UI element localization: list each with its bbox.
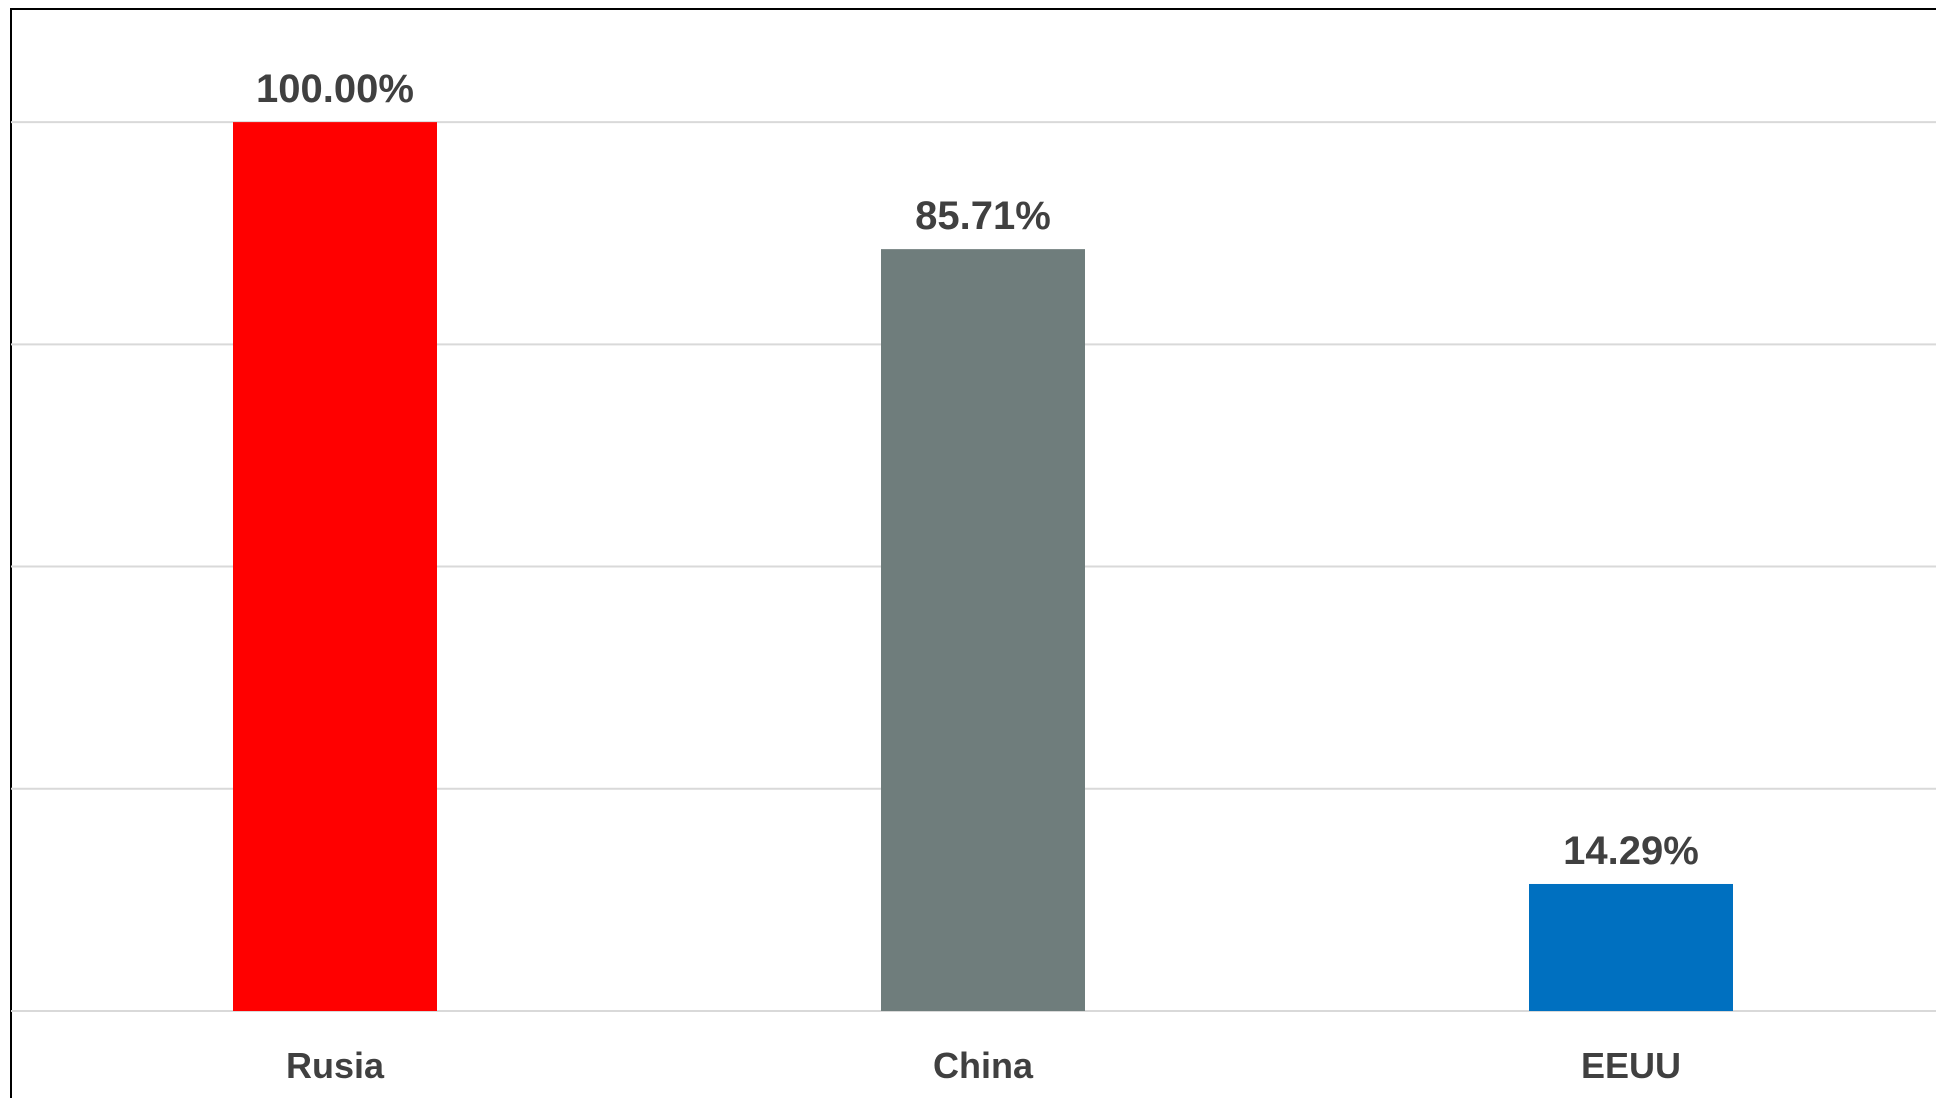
bars [233,122,1733,1012]
data-label-china: 85.71% [915,194,1051,238]
category-label-china: China [933,1045,1034,1086]
category-label-eeuu: EEUU [1581,1045,1681,1086]
bar-eeuu [1529,883,1733,1011]
data-label-eeuu: 14.29% [1563,829,1699,873]
data-label-rusia: 100.00% [256,67,414,111]
category-label-rusia: Rusia [286,1045,385,1086]
bar-rusia [233,122,437,1012]
data-labels: 100.00% 85.71% 14.29% [256,67,1699,873]
chart-border [10,8,1936,1103]
category-labels: Rusia China EEUU [286,1045,1681,1086]
bar-china [881,249,1085,1012]
